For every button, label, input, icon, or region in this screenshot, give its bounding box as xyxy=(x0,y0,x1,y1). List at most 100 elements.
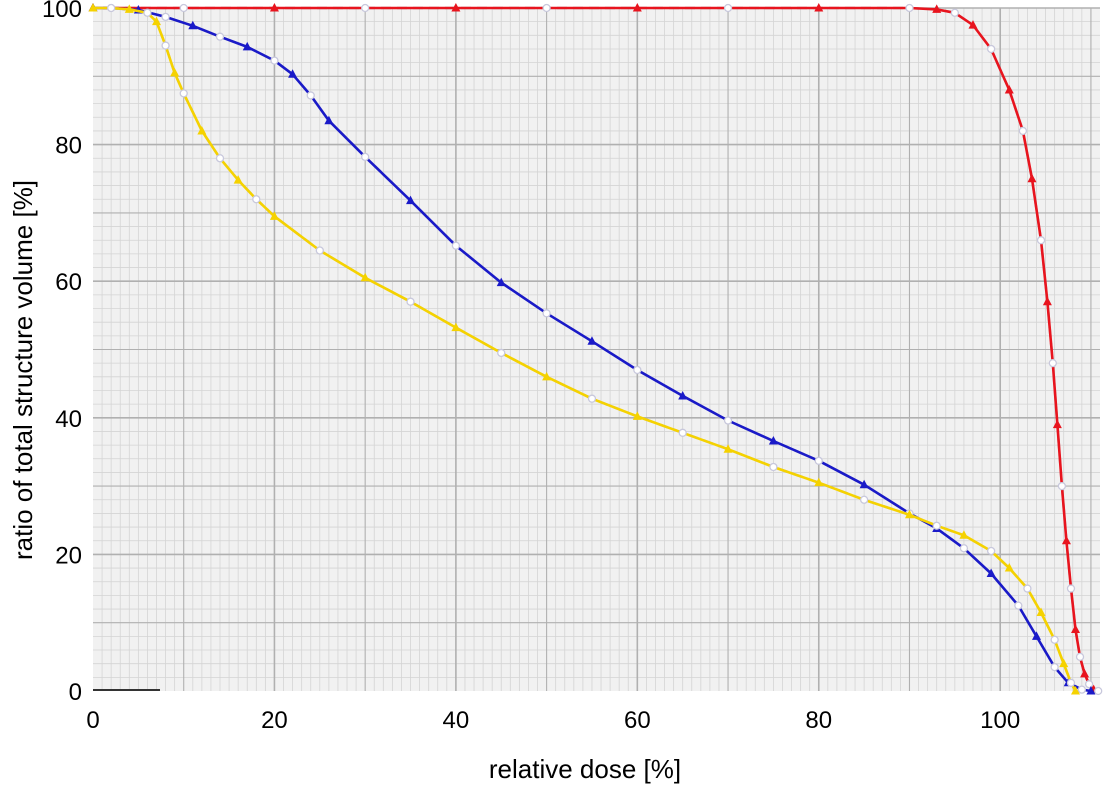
x-tick-label: 100 xyxy=(980,707,1020,734)
series-1-point xyxy=(306,91,315,100)
series-2-point xyxy=(269,211,279,220)
series-0-point xyxy=(1066,584,1076,593)
series-1-point xyxy=(1050,662,1059,672)
series-2-point xyxy=(542,371,552,381)
series-2-point xyxy=(315,246,324,255)
series-0-point xyxy=(1057,481,1067,491)
series-0-point xyxy=(269,3,279,12)
series-1-point xyxy=(1077,685,1087,694)
series-0-point xyxy=(1048,359,1057,368)
series-1-point xyxy=(496,277,506,287)
series-0-point xyxy=(1071,624,1081,634)
series-1-point xyxy=(959,544,969,553)
series-1-point xyxy=(188,20,198,30)
series-0-point xyxy=(1036,236,1046,245)
series-2-point xyxy=(451,322,461,332)
series-2-point xyxy=(179,89,188,98)
x-tick-labels: 0 20 40 60 80 100 xyxy=(86,707,1020,734)
series-2-point xyxy=(986,546,996,556)
series-0-point xyxy=(542,3,551,13)
y-tick-label: 60 xyxy=(55,269,82,296)
series-1-point xyxy=(1086,686,1096,695)
series-0-point xyxy=(968,20,978,29)
series-0-point xyxy=(814,3,824,12)
series-1-point xyxy=(324,115,334,125)
y-tick-labels: 0 20 40 60 80 100 xyxy=(42,0,82,706)
series-2-point xyxy=(932,521,941,530)
series-0-point xyxy=(1075,652,1085,661)
series-2-point xyxy=(1066,678,1076,687)
series-2-point xyxy=(769,462,778,472)
series-2-point xyxy=(632,411,642,420)
series-0-point xyxy=(451,3,461,12)
series-2-point xyxy=(814,477,824,487)
y-tick-label: 20 xyxy=(55,542,82,569)
series-0-point xyxy=(1084,680,1094,689)
series-2-point xyxy=(197,125,207,135)
series-1-point xyxy=(587,336,597,345)
series-1-point xyxy=(270,56,279,65)
series-1-point xyxy=(288,69,298,78)
series-2-point xyxy=(124,4,134,13)
series-2-point xyxy=(723,444,733,453)
series-1-point xyxy=(723,416,733,425)
series-2-point xyxy=(252,195,261,204)
x-tick-label: 20 xyxy=(261,707,288,734)
series-1-point xyxy=(814,456,823,465)
series-2-point xyxy=(143,8,152,17)
series-2-point xyxy=(406,297,415,306)
series-1-point xyxy=(986,568,996,578)
series-0-point xyxy=(1061,535,1071,545)
series-1-point xyxy=(451,241,461,250)
series-1-point xyxy=(678,390,688,400)
series-1-point xyxy=(161,12,170,22)
series-0-point xyxy=(950,8,959,17)
series-0-point xyxy=(1042,296,1052,306)
y-tick-label: 100 xyxy=(42,0,82,23)
series-2-point xyxy=(88,3,98,12)
series-2-point xyxy=(497,348,506,358)
series-2-point xyxy=(360,272,370,282)
x-tick-label: 80 xyxy=(805,707,832,734)
series-2-point xyxy=(1036,607,1046,616)
series-1-point xyxy=(633,365,642,375)
major-grid xyxy=(93,7,1100,691)
series-1-point xyxy=(859,479,869,489)
series-0-point xyxy=(1080,668,1090,678)
series-0-point xyxy=(932,4,942,13)
series-2-point xyxy=(1004,563,1014,572)
series-0-point xyxy=(361,3,370,13)
series-1-point xyxy=(361,152,370,162)
series-0-point xyxy=(905,3,914,13)
series-2-point xyxy=(859,495,869,504)
series-1-point xyxy=(768,436,778,445)
series-0-point xyxy=(1027,173,1037,183)
series-layer xyxy=(88,3,1103,696)
series-2-point xyxy=(959,530,969,539)
series-1-point xyxy=(406,195,416,205)
series-0-point xyxy=(1004,84,1014,94)
series-2-point xyxy=(170,67,180,77)
series-2-point xyxy=(215,154,225,163)
series-2-point xyxy=(233,175,243,184)
series-2-point xyxy=(1059,658,1069,668)
series-1-point xyxy=(1031,631,1041,640)
series-2-point xyxy=(1071,686,1081,695)
series-0-point xyxy=(986,44,996,54)
x-axis-title: relative dose [%] xyxy=(489,754,681,784)
x-tick-label: 0 xyxy=(86,707,99,734)
series-0-point xyxy=(723,3,733,13)
series-2-point xyxy=(106,3,116,13)
series-0-point xyxy=(1052,419,1062,429)
series-2-point xyxy=(1050,635,1059,644)
series-1-point xyxy=(1014,601,1023,610)
y-axis-title: ratio of total structure volume [%] xyxy=(8,180,38,560)
series-0-point xyxy=(1018,126,1028,136)
y-tick-label: 40 xyxy=(55,406,82,433)
x-tick-label: 60 xyxy=(624,707,651,734)
series-0-line xyxy=(93,6,1099,693)
series-2-point xyxy=(161,41,170,50)
series-0-point xyxy=(1094,686,1103,696)
series-0-point xyxy=(632,3,642,12)
